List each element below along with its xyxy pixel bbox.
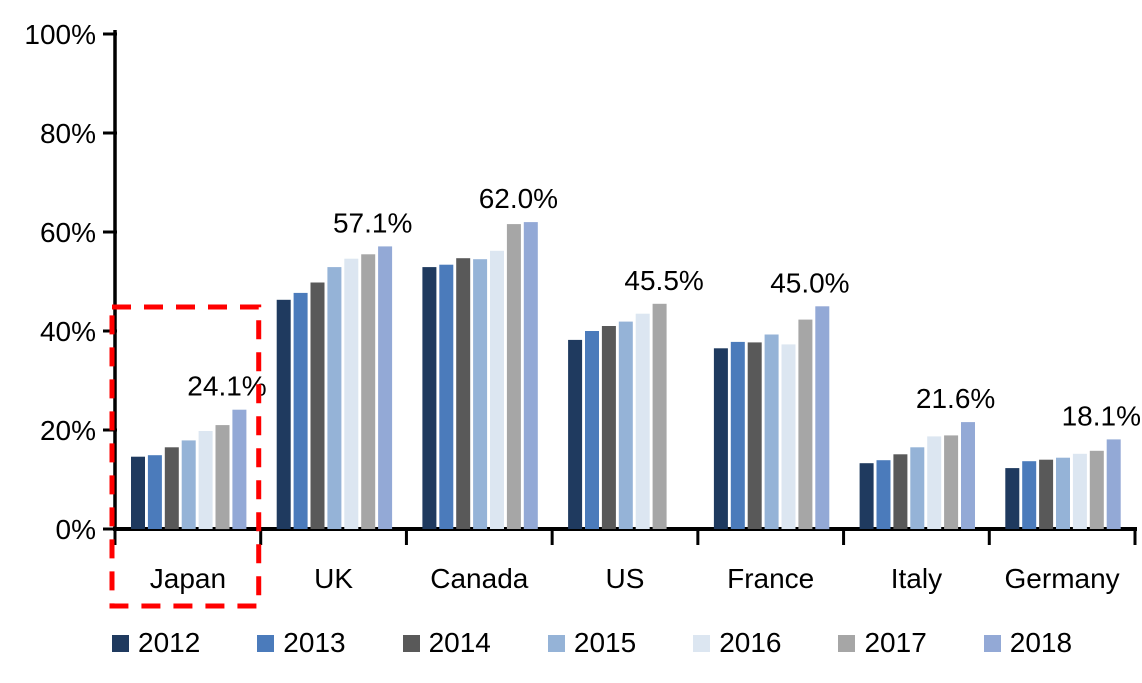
legend-item-2012: 2012: [112, 629, 200, 657]
y-axis-label: 100%: [24, 19, 96, 50]
bar-japan-2014: [164, 447, 179, 529]
bar-canada-2018: [523, 222, 538, 529]
data-label-uk: 57.1%: [333, 207, 412, 238]
legend-label-2016: 2016: [719, 627, 782, 658]
bar-uk-2016: [344, 258, 359, 529]
bar-france-2015: [764, 334, 779, 529]
bar-france-2018: [815, 306, 830, 530]
x-axis-label-germany: Germany: [1005, 563, 1120, 594]
legend-swatch-2013: [257, 634, 275, 652]
bar-canada-2017: [506, 224, 521, 529]
bar-france-2017: [798, 319, 813, 529]
bar-canada-2012: [422, 267, 437, 529]
bar-uk-2014: [310, 282, 325, 529]
bar-uk-2012: [276, 299, 291, 529]
highlight-box-japan: [109, 304, 262, 609]
bar-germany-2018: [1106, 439, 1121, 529]
x-axis-label-canada: Canada: [430, 563, 529, 594]
y-axis-label: 20%: [40, 415, 96, 446]
legend-label-2017: 2017: [864, 627, 927, 658]
bar-canada-2014: [456, 258, 471, 529]
y-axis-label: 80%: [40, 118, 96, 149]
bar-japan-2013: [147, 455, 162, 529]
legend-item-2018: 2018: [983, 627, 1073, 658]
legend-item-2016: 2016: [693, 629, 781, 657]
bar-italy-2012: [859, 463, 874, 529]
y-axis-label: 60%: [40, 217, 96, 248]
bar-france-2014: [747, 342, 762, 529]
legend-swatch-2014: [402, 634, 420, 652]
legend-item-2014: 2014: [402, 627, 491, 658]
legend-swatch-2018: [983, 634, 1001, 652]
bar-uk-2017: [361, 254, 376, 530]
x-axis-label-uk: UK: [314, 563, 353, 594]
legend-item-2013: 2013: [257, 627, 346, 658]
bar-france-2012: [713, 348, 728, 529]
bar-japan-2018: [232, 409, 247, 529]
legend-label-2014: 2014: [428, 627, 491, 658]
y-axis-label: 40%: [40, 316, 96, 347]
bar-japan-2015: [181, 440, 196, 529]
legend-label-2018: 2018: [1009, 627, 1073, 658]
x-axis-label-japan: Japan: [150, 563, 226, 594]
legend-label-2013: 2013: [283, 627, 346, 658]
bar-italy-2014: [893, 454, 908, 529]
bar-germany-2014: [1039, 459, 1054, 529]
bar-germany-2017: [1089, 450, 1104, 529]
bar-us-2014: [601, 326, 616, 529]
legend-label-2015: 2015: [573, 627, 637, 658]
bar-germany-2015: [1056, 457, 1070, 529]
bar-us-2017: [652, 303, 667, 529]
bar-uk-2018: [378, 246, 393, 529]
bar-canada-2015: [473, 259, 488, 529]
legend-swatch-2016: [693, 634, 711, 652]
bar-us-2013: [585, 331, 599, 529]
bar-japan-2016: [198, 431, 213, 529]
bar-us-2015: [618, 321, 633, 529]
bar-us-2012: [568, 339, 583, 529]
legend-swatch-2012: [112, 634, 129, 652]
bar-japan-2012: [131, 456, 145, 529]
legend-item-2015: 2015: [547, 627, 637, 658]
data-label-us: 45.5%: [624, 265, 703, 296]
data-label-germany: 18.1%: [1062, 400, 1141, 431]
legend-item-2017: 2017: [838, 627, 927, 658]
bar-canada-2016: [490, 250, 504, 530]
data-label-italy: 21.6%: [916, 383, 995, 414]
legend-swatch-2017: [838, 634, 856, 652]
data-label-canada: 62.0%: [479, 183, 558, 214]
bar-france-2013: [730, 341, 745, 529]
bar-germany-2016: [1072, 453, 1087, 529]
chart-legend: 2012 2013 2014 2015 2016 2017 2018: [112, 629, 1072, 657]
bar-italy-2013: [876, 460, 891, 529]
bar-germany-2012: [1005, 468, 1020, 529]
bar-uk-2015: [327, 267, 342, 529]
legend-swatch-2015: [547, 634, 565, 652]
x-axis-label-france: France: [727, 563, 814, 594]
y-axis-label: 0%: [56, 514, 96, 545]
x-axis-label-us: US: [606, 563, 645, 594]
x-axis-label-italy: Italy: [891, 563, 942, 594]
bar-italy-2017: [944, 435, 959, 529]
bar-france-2016: [781, 344, 796, 529]
data-label-france: 45.0%: [770, 267, 849, 298]
bar-us-2016: [635, 313, 650, 529]
bar-uk-2013: [293, 292, 308, 529]
data-label-japan: 24.1%: [187, 371, 266, 402]
bar-canada-2013: [439, 264, 454, 529]
bar-italy-2016: [927, 436, 942, 529]
bar-italy-2018: [961, 422, 975, 529]
bar-japan-2017: [215, 425, 230, 530]
bar-italy-2015: [910, 447, 925, 529]
legend-label-2012: 2012: [138, 627, 201, 658]
bar-germany-2013: [1022, 461, 1037, 529]
